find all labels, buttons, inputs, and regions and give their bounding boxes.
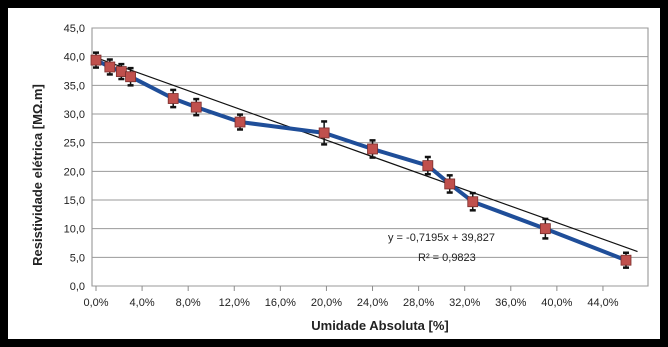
- y-tick-label: 35,0: [64, 80, 85, 92]
- x-tick-labels: 0,0% 4,0% 8,0% 12,0% 16,0% 20,0% 24,0% 28,0% 32,…: [83, 297, 618, 309]
- data-point: [125, 71, 136, 83]
- x-tick-label: 32,0%: [449, 297, 480, 309]
- trendline-layer: [95, 57, 638, 253]
- y-tick-label: 45,0: [64, 23, 85, 35]
- chart-canvas: 0,0 5,0 10,0 15,0 20,0 25,0 30,0 35,0 40,0 45,0 0…: [8, 8, 660, 339]
- data-point: [190, 101, 202, 113]
- data-point: [467, 196, 479, 208]
- data-point: [444, 178, 456, 190]
- x-tick-label: 12,0%: [219, 297, 250, 309]
- y-tick-label: 5,0: [70, 252, 85, 264]
- x-tick-label: 0,0%: [83, 297, 108, 309]
- data-point: [620, 254, 632, 266]
- data-point: [422, 160, 434, 172]
- x-tick-label: 44,0%: [587, 297, 618, 309]
- y-tick-label: 15,0: [64, 195, 85, 207]
- trendline-equation: y = -0,7195x + 39,827: [388, 232, 495, 244]
- x-tick-label: 24,0%: [357, 297, 388, 309]
- x-tick-label: 16,0%: [265, 297, 296, 309]
- data-points: [90, 54, 632, 266]
- trendline: [95, 57, 638, 253]
- data-point: [367, 143, 378, 155]
- y-tick-label: 25,0: [64, 138, 85, 150]
- x-tick-label: 20,0%: [311, 297, 342, 309]
- y-tick-label: 30,0: [64, 109, 85, 121]
- gridlines: [91, 27, 649, 291]
- y-tick-label: 20,0: [64, 166, 85, 178]
- data-point: [104, 61, 116, 73]
- x-axis-title: Umidade Absoluta [%]: [311, 318, 448, 333]
- y-axis-title: Resistividade elétrica [MΩ.m]: [30, 84, 45, 266]
- y-tick-label: 0,0: [70, 281, 85, 293]
- x-tick-label: 8,0%: [176, 297, 201, 309]
- data-point: [539, 223, 551, 235]
- data-point: [167, 93, 179, 104]
- data-point: [318, 127, 330, 139]
- data-point: [90, 54, 102, 66]
- x-tick-label: 4,0%: [130, 297, 155, 309]
- y-tick-label: 40,0: [64, 52, 85, 64]
- line-chart: 0,0 5,0 10,0 15,0 20,0 25,0 30,0 35,0 40,0 45,0 0…: [30, 23, 649, 333]
- x-tick-label: 28,0%: [403, 297, 434, 309]
- x-tick-label: 40,0%: [541, 297, 572, 309]
- trendline-r-squared: R² = 0,9823: [418, 252, 476, 264]
- y-tick-label: 10,0: [64, 224, 85, 236]
- y-tick-labels: 0,0 5,0 10,0 15,0 20,0 25,0 30,0 35,0 40,0 45,0: [64, 23, 85, 293]
- data-point: [115, 66, 127, 77]
- x-tick-label: 36,0%: [495, 297, 526, 309]
- data-point: [234, 116, 246, 128]
